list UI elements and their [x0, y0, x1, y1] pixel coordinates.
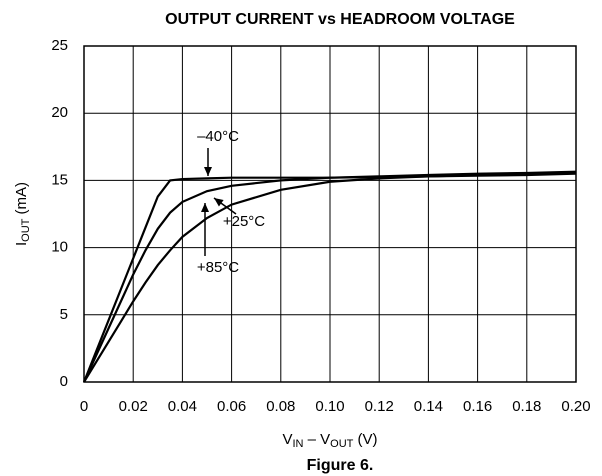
y-tick-label: 0 [60, 373, 68, 390]
x-tick-label: 0.06 [217, 398, 246, 415]
arrow-head [204, 167, 212, 176]
series-line [82, 170, 577, 383]
axis-label: VIN – VOUT (V) [282, 431, 377, 450]
y-tick-label: 10 [51, 239, 68, 256]
caption: Figure 6. [307, 457, 374, 474]
axis-label-part: OUT [330, 438, 354, 450]
x-tick-label: 0.12 [365, 398, 394, 415]
y-tick-label: 25 [51, 37, 68, 54]
axis-label-part: V [282, 431, 292, 448]
y-tick-label: 15 [51, 171, 68, 188]
x-tick-label: 0.10 [315, 398, 344, 415]
axis-label-part: – V [303, 431, 330, 448]
x-tick-label: 0.08 [266, 398, 295, 415]
x-tick-label: 0.14 [414, 398, 443, 415]
series-label: –40°C [197, 128, 239, 145]
x-tick-label: 0.18 [512, 398, 541, 415]
x-tick-label: 0.02 [119, 398, 148, 415]
series-label: +85°C [197, 259, 239, 276]
arrow-head [214, 198, 224, 207]
plot-frame [83, 45, 577, 383]
series-label: +25°C [223, 213, 265, 230]
x-tick-label: 0.20 [561, 398, 590, 415]
y-tick-label: 5 [60, 306, 68, 323]
axis-label-part: (V) [353, 431, 377, 448]
axis-label-part: I [13, 242, 30, 246]
axis-label-part: IN [292, 438, 303, 450]
series-line [83, 171, 577, 383]
axis-label-part: OUT [20, 218, 32, 242]
x-tick-label: 0 [80, 398, 88, 415]
axis-label: IOUT (mA) [13, 182, 32, 246]
axis-label-part: (mA) [13, 182, 30, 219]
chart-title: OUTPUT CURRENT vs HEADROOM VOLTAGE [165, 11, 515, 28]
x-tick-label: 0.16 [463, 398, 492, 415]
x-tick-label: 0.04 [168, 398, 197, 415]
y-tick-label: 20 [51, 104, 68, 121]
arrow-head [201, 203, 209, 212]
